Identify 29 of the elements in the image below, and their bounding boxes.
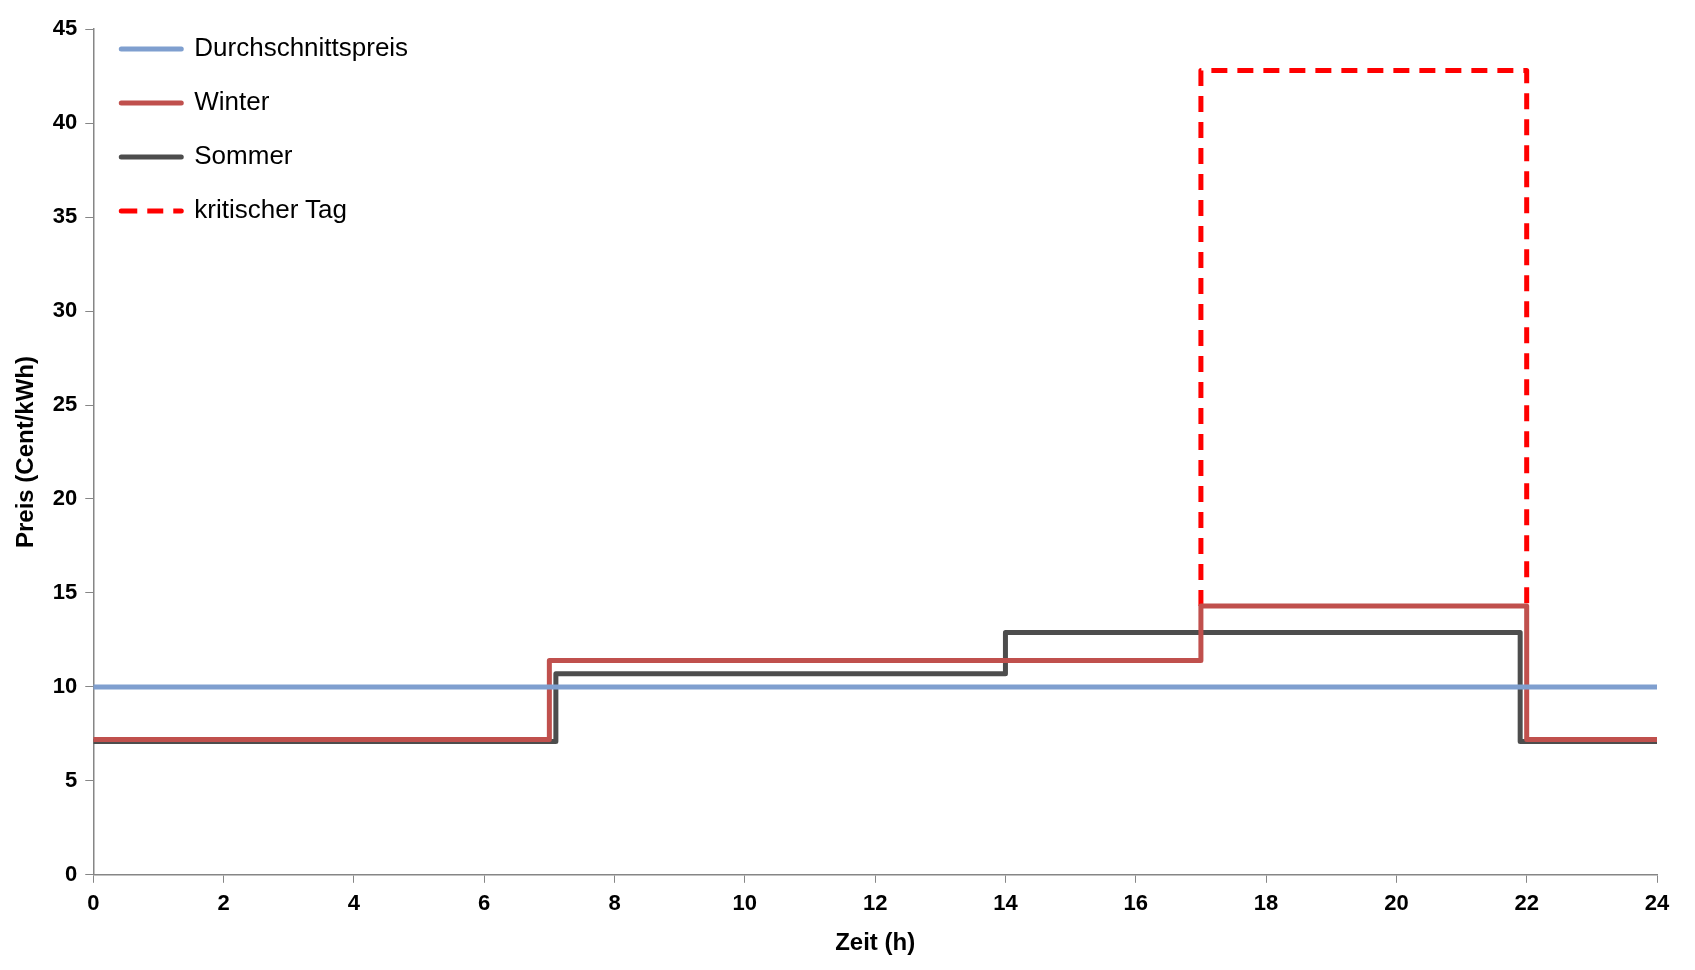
x-tick-label: 16 [1123, 890, 1148, 916]
y-tick-label: 15 [52, 579, 78, 604]
y-tick-label: 0 [65, 860, 78, 886]
x-tick-label: 8 [608, 890, 621, 916]
x-tick-label: 10 [732, 890, 758, 916]
y-tick-label: 40 [52, 109, 78, 135]
x-tick-label: 20 [1384, 890, 1409, 916]
x-tick-label: 12 [862, 890, 888, 916]
y-tick-label: 20 [52, 485, 78, 511]
legend-label: Sommer [194, 140, 293, 171]
y-tick-label: 35 [52, 203, 78, 229]
y-tick-label: 5 [65, 766, 78, 792]
x-tick-label: 18 [1253, 890, 1279, 916]
legend-label: Winter [194, 86, 270, 117]
legend-label: Durchschnittspreis [194, 32, 409, 63]
x-axis-title: Zeit (h) [835, 928, 916, 956]
legend-label: kritischer Tag [194, 194, 347, 225]
y-tick-label: 45 [52, 15, 78, 41]
x-tick-label: 24 [1644, 890, 1670, 916]
y-axis-title: Preis (Cent/kWh) [11, 355, 39, 549]
x-tick-label: 14 [993, 890, 1019, 916]
x-tick-label: 22 [1514, 890, 1539, 916]
y-tick-label: 30 [52, 297, 78, 323]
x-tick-label: 4 [347, 890, 361, 916]
x-tick-label: 6 [478, 890, 491, 916]
x-tick-label: 2 [217, 890, 230, 916]
x-tick-label: 0 [87, 890, 100, 916]
y-tick-label: 25 [52, 391, 78, 417]
y-tick-label: 10 [52, 672, 78, 698]
